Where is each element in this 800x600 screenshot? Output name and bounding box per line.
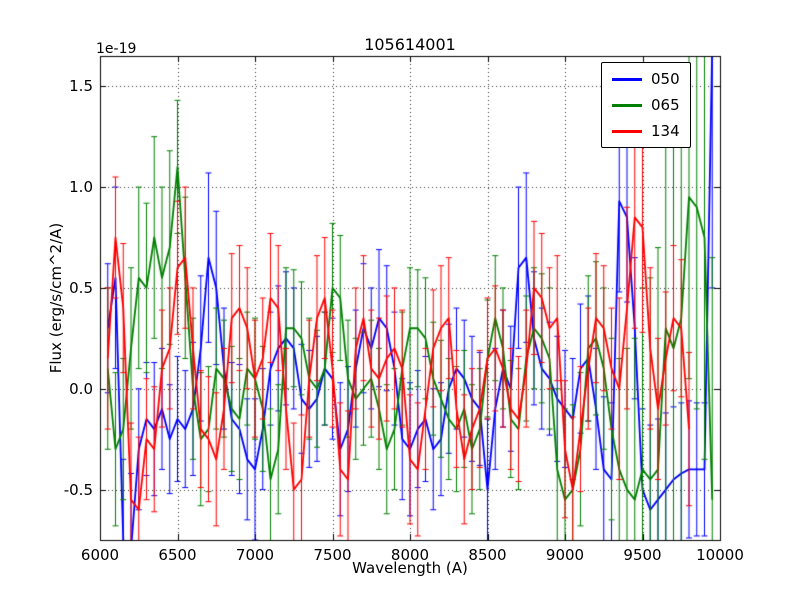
legend-label-134: 134: [651, 121, 680, 140]
legend-line-sample-red: [612, 129, 642, 133]
y-axis-offset-text: 1e-19: [96, 41, 137, 57]
legend: 050 065 134: [601, 62, 691, 148]
y-axis-label: Flux (erg/s/cm^2/A): [47, 222, 65, 374]
chart-title: 105614001: [364, 35, 456, 54]
legend-entry-065: 065: [612, 94, 680, 116]
legend-entry-050: 050: [612, 68, 680, 90]
legend-line-sample-green: [612, 103, 642, 107]
legend-label-050: 050: [651, 69, 680, 88]
legend-entry-134: 134: [612, 120, 680, 142]
legend-label-065: 065: [651, 95, 680, 114]
legend-line-sample-blue: [612, 77, 642, 81]
x-axis-label: Wavelength (A): [352, 559, 468, 577]
